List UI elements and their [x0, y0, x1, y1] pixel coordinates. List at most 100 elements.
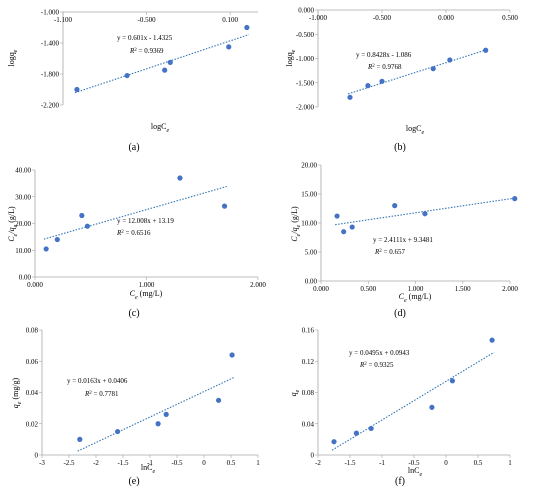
y-axis-label: logqe [285, 49, 297, 66]
panel-label: (d) [394, 308, 406, 319]
trend-line [347, 48, 488, 95]
x-tick-label: -2.5 [63, 459, 75, 467]
data-point [347, 94, 353, 100]
y-tick-label: 0.06 [26, 358, 39, 366]
panel-label: (a) [128, 142, 139, 153]
x-tick-label: 1.500 [455, 285, 471, 293]
panel-label: (f) [395, 476, 405, 487]
x-tick-label: -0.500 [138, 16, 157, 24]
y-tick-label: -1.000 [41, 9, 60, 17]
data-point [430, 66, 436, 72]
y-tick-label: 0.08 [26, 327, 39, 335]
x-tick-label: -0.5 [408, 459, 420, 467]
r-squared-label: R2 = 0.9369 [129, 47, 164, 55]
y-tick-label: 0.04 [26, 389, 39, 397]
data-point [124, 72, 130, 79]
y-tick-label: -1.000 [296, 55, 315, 63]
trendline-equation: y = 0.8428x - 1.086 [356, 51, 412, 59]
data-point [392, 203, 398, 209]
x-tick-label: 0 [444, 459, 448, 467]
data-point [368, 425, 374, 432]
y-tick-label: 0.04 [302, 420, 315, 428]
trend-line [77, 376, 235, 452]
data-point [163, 411, 169, 417]
x-axis-label: Ce (mg/L) [399, 292, 432, 304]
y-tick-label: -2.000 [296, 104, 315, 112]
data-point [177, 175, 183, 181]
trend-line [74, 34, 249, 94]
r-squared-label: R2 = 0.7781 [84, 390, 119, 398]
y-axis-label: logqe [7, 49, 19, 66]
x-tick-label: -3 [39, 459, 45, 467]
r-squared-label: R2 = 0.657 [374, 248, 405, 256]
x-tick-label: 0.100 [222, 16, 238, 24]
y-tick-label: 20.00 [15, 220, 31, 228]
y-axis-label: qe (mg/g) [11, 377, 23, 408]
x-tick-label: -2 [315, 459, 321, 467]
x-tick-label: 1 [256, 459, 260, 467]
data-point [334, 213, 340, 219]
y-tick-label: 10.00 [15, 247, 31, 255]
data-point [512, 196, 518, 202]
y-tick-label: 0.12 [302, 358, 315, 366]
data-point [79, 212, 85, 219]
x-tick-label: 0 [202, 459, 206, 467]
y-tick-label: 0.16 [302, 327, 315, 335]
y-tick-label: 0.00 [19, 274, 32, 282]
data-point [77, 436, 83, 442]
data-point [429, 404, 435, 410]
panel-label: (c) [128, 308, 139, 319]
y-tick-label: 15.00 [301, 191, 317, 199]
x-tick-label: 1.000 [139, 281, 155, 289]
data-point [331, 439, 337, 445]
x-tick-label: -1.5 [344, 459, 356, 467]
x-tick-label: 0.5 [227, 459, 236, 467]
chart-panel-6: -2 -1.5 -1 -0.5 0 0.5 1 0 0.04 0.08 0.12 0.16 y = 0.… [289, 327, 512, 488]
data-point [229, 352, 235, 358]
y-tick-label: -1.500 [296, 79, 315, 87]
chart-panel-2: -1.000 -0.500 0.000 0.500 -2.000 -1.500 -1.000… [285, 7, 518, 154]
data-point [483, 47, 489, 53]
trendline-equation: y = 0.0495x + 0.0943 [349, 349, 410, 357]
x-tick-label: 0.000 [313, 285, 329, 293]
data-point [54, 236, 60, 243]
y-tick-label: 40.00 [15, 167, 31, 175]
data-point [43, 246, 49, 252]
x-axis-label: logCe [151, 122, 170, 134]
x-axis-label: Ce (mg/L) [130, 289, 163, 301]
x-tick-label: -1.5 [117, 459, 129, 467]
data-point [353, 430, 359, 436]
data-point [341, 229, 347, 235]
data-point [447, 57, 453, 63]
y-tick-label: 0.08 [302, 389, 315, 397]
data-point [221, 203, 228, 209]
panel-label: (e) [128, 476, 139, 487]
x-axis-label: lnCe [141, 463, 156, 475]
data-point [115, 428, 121, 435]
trendline-equation: y = 2.4111x + 9.3481 [373, 236, 433, 244]
chart-panel-3: 0.000 1.000 2.000 0.00 10.00 20.00 30.00 40.00 y… [7, 167, 266, 320]
data-point [167, 59, 173, 65]
y-tick-label: 0 [35, 452, 39, 460]
trendline-equation: y = 0.0163x + 0.0406 [67, 377, 128, 385]
x-tick-label: 2.000 [250, 281, 266, 289]
x-tick-label: -2 [93, 459, 99, 467]
chart-panel-1: -1.100 -0.500 0.100 -2.200 -1.800 -1.400 -1.00… [7, 9, 258, 153]
x-tick-label: 0.000 [27, 281, 43, 289]
y-tick-label: 0 [311, 452, 315, 460]
y-tick-label: 30.00 [15, 193, 31, 201]
x-tick-label: 2.000 [502, 285, 518, 293]
x-tick-label: -1.000 [309, 14, 328, 22]
data-point [155, 421, 161, 427]
x-tick-label: 0.500 [360, 285, 376, 293]
data-point [489, 337, 495, 343]
x-tick-label: -1.100 [54, 16, 73, 24]
x-axis-label: lnCe [408, 466, 423, 478]
data-point [226, 44, 232, 50]
y-tick-label: 0.00 [305, 278, 318, 286]
x-tick-label: -1 [379, 459, 385, 467]
data-point [379, 78, 385, 84]
y-tick-label: -1.400 [41, 40, 60, 48]
y-tick-label: 20.00 [301, 162, 317, 170]
